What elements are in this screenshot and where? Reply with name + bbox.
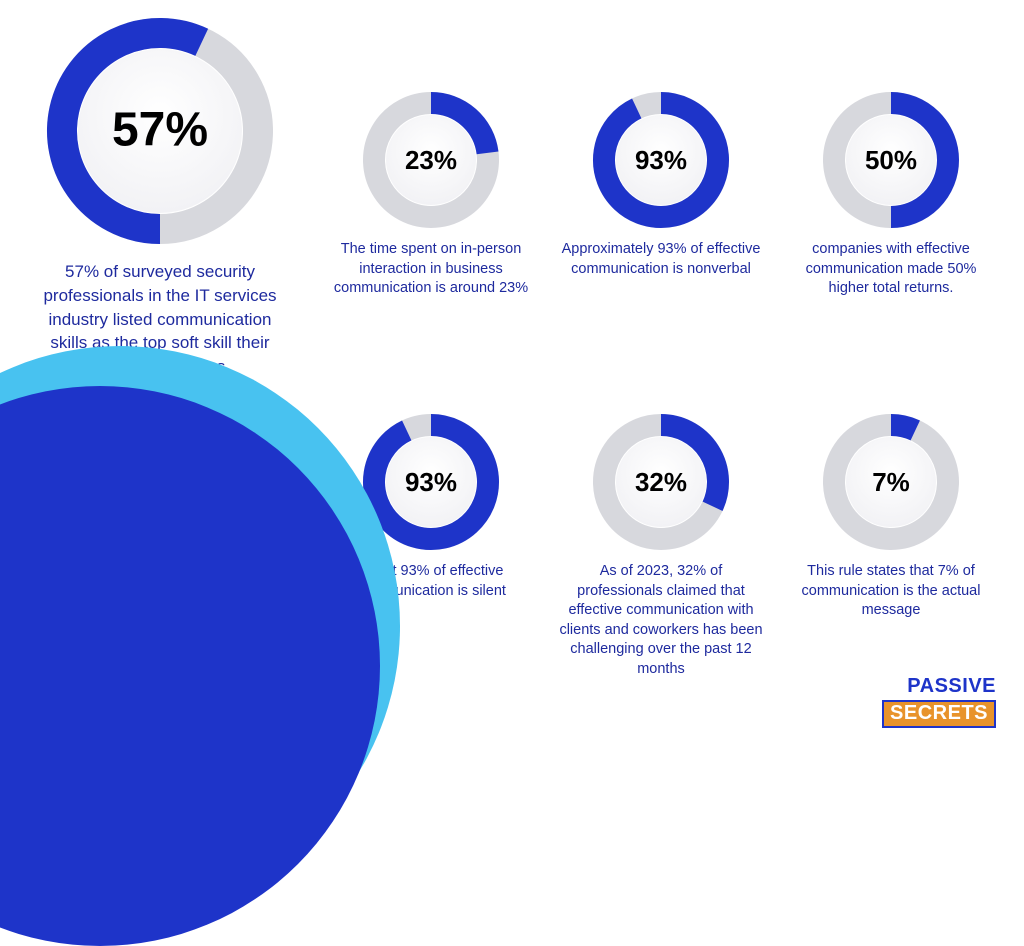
stat-4-donut: 32% [591, 412, 731, 552]
stat-block-0: 23% The time spent on in-person interacti… [326, 90, 536, 299]
stat-3-percent-label: 93% [405, 467, 457, 497]
stat-2-donut: 50% [821, 90, 961, 230]
stat-4-caption: As of 2023, 32% of professionals claimed… [556, 562, 766, 679]
main-stat: 57%57% of surveyed security professional… [30, 16, 290, 379]
stat-block-4: 32% As of 2023, 32% of professionals clai… [556, 412, 766, 679]
stat-block-5: 7% This rule states that 7% of communicat… [786, 412, 996, 621]
stat-5: 7% This rule states that 7% of communicat… [786, 412, 996, 621]
stat-5-ring-fg [891, 425, 915, 430]
stat-2-caption: companies with effective communication m… [786, 240, 996, 299]
stat-0-caption: The time spent on in-person interaction … [326, 240, 536, 299]
stat-0-percent-label: 23% [405, 145, 457, 175]
stat-2: 50% companies with effective communicatio… [786, 90, 996, 299]
stat-0: 23% The time spent on in-person interacti… [326, 90, 536, 299]
stat-4-percent-label: 32% [635, 467, 687, 497]
main-stat-block: 57%57% of surveyed security professional… [30, 16, 290, 379]
stat-2-percent-label: 50% [865, 145, 917, 175]
stat-0-donut: 23% [361, 90, 501, 230]
stat-1-donut: 93% [591, 90, 731, 230]
stat-1-caption: Approximately 93% of effective communica… [556, 240, 766, 279]
stat-5-donut: 7% [821, 412, 961, 552]
stat-5-caption: This rule states that 7% of communicatio… [786, 562, 996, 621]
stat-1-percent-label: 93% [635, 145, 687, 175]
stat-5-percent-label: 7% [872, 467, 910, 497]
stat-block-1: 93% Approximately 93% of effective commun… [556, 90, 766, 279]
brand-logo: PASSIVE SECRETS [882, 675, 996, 728]
stat-1: 93% Approximately 93% of effective commun… [556, 90, 766, 279]
stat-block-2: 50% companies with effective communicatio… [786, 90, 996, 299]
main-stat-percent-label: 57% [112, 104, 208, 157]
brand-logo-top: PASSIVE [882, 675, 996, 698]
main-stat-donut: 57% [45, 16, 275, 246]
stat-4: 32% As of 2023, 32% of professionals clai… [556, 412, 766, 679]
brand-logo-bottom: SECRETS [882, 700, 996, 728]
